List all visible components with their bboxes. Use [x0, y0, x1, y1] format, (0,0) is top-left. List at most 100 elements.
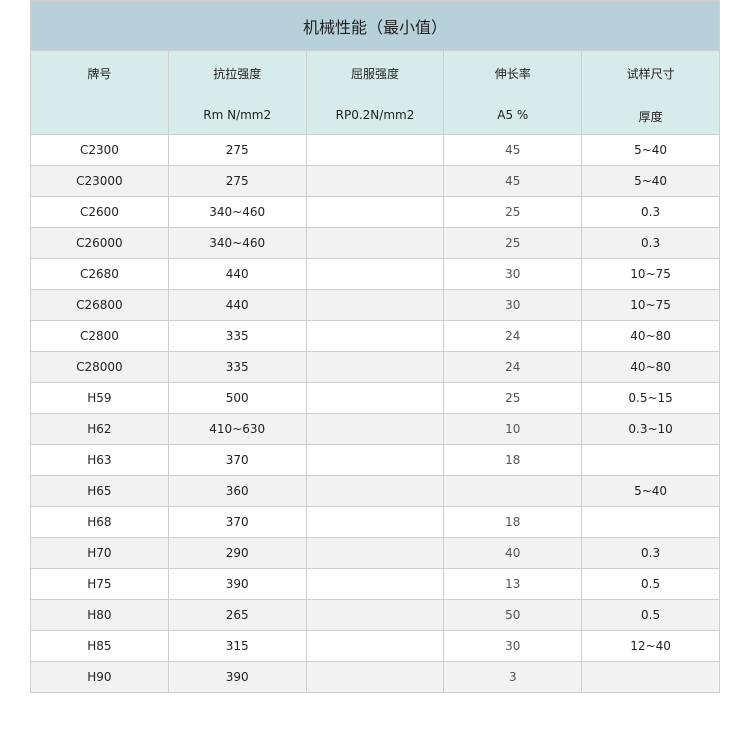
cell-yield-strength — [305, 413, 445, 445]
cell-yield-strength — [305, 475, 445, 507]
cell-tensile-strength: 390 — [167, 568, 307, 600]
table-title: 机械性能（最小值） — [30, 0, 720, 51]
cell-elongation: 50 — [443, 599, 583, 631]
column-header-grade: 牌号 — [30, 50, 169, 135]
cell-tensile-strength: 360 — [167, 475, 307, 507]
cell-grade: C2680 — [30, 258, 169, 290]
table-row: H85 315 30 12~40 — [30, 630, 720, 662]
cell-grade: H68 — [30, 506, 169, 538]
cell-elongation: 10 — [443, 413, 583, 445]
cell-tensile-strength: 370 — [167, 444, 307, 476]
table-row: C26800 440 30 10~75 — [30, 289, 720, 321]
cell-yield-strength — [305, 227, 445, 259]
cell-yield-strength — [305, 506, 445, 538]
cell-elongation: 45 — [443, 134, 583, 166]
cell-tensile-strength: 440 — [167, 258, 307, 290]
cell-yield-strength — [305, 134, 445, 166]
cell-grade: H63 — [30, 444, 169, 476]
cell-yield-strength — [305, 196, 445, 228]
cell-elongation: 25 — [443, 227, 583, 259]
cell-tensile-strength: 390 — [167, 661, 307, 693]
column-header-specimen-size: 试样尺寸 厚度 — [581, 50, 720, 135]
column-header-unit: 厚度 — [638, 110, 663, 124]
cell-specimen-size: 0.3 — [581, 537, 720, 569]
cell-specimen-size — [581, 444, 720, 476]
cell-tensile-strength: 275 — [167, 134, 307, 166]
cell-specimen-size: 0.3~10 — [581, 413, 720, 445]
cell-elongation: 3 — [443, 661, 583, 693]
cell-specimen-size: 5~40 — [581, 475, 720, 507]
cell-yield-strength — [305, 320, 445, 352]
table-row: H90 390 3 — [30, 661, 720, 693]
cell-tensile-strength: 340~460 — [167, 227, 307, 259]
cell-specimen-size: 5~40 — [581, 134, 720, 166]
cell-elongation: 24 — [443, 320, 583, 352]
cell-specimen-size: 0.5~15 — [581, 382, 720, 414]
column-header-label: 牌号 — [87, 67, 112, 81]
table-row: C2800 335 24 40~80 — [30, 320, 720, 352]
table-row: H80 265 50 0.5 — [30, 599, 720, 631]
cell-tensile-strength: 335 — [167, 351, 307, 383]
column-header-tensile-strength: 抗拉强度 Rm N/mm2 — [167, 50, 307, 135]
cell-tensile-strength: 275 — [167, 165, 307, 197]
cell-yield-strength — [305, 661, 445, 693]
cell-elongation: 25 — [443, 196, 583, 228]
table-row: C2600 340~460 25 0.3 — [30, 196, 720, 228]
cell-grade: C2600 — [30, 196, 169, 228]
cell-grade: C26000 — [30, 227, 169, 259]
cell-elongation: 30 — [443, 289, 583, 321]
cell-specimen-size: 5~40 — [581, 165, 720, 197]
cell-yield-strength — [305, 165, 445, 197]
cell-specimen-size — [581, 661, 720, 693]
cell-specimen-size: 0.3 — [581, 227, 720, 259]
column-header-yield-strength: 屈服强度 RP0.2N/mm2 — [305, 50, 445, 135]
column-header-elongation: 伸长率 A5 % — [443, 50, 583, 135]
cell-tensile-strength: 265 — [167, 599, 307, 631]
cell-grade: H65 — [30, 475, 169, 507]
table-row: H70 290 40 0.3 — [30, 537, 720, 569]
cell-yield-strength — [305, 382, 445, 414]
table-row: C26000 340~460 25 0.3 — [30, 227, 720, 259]
cell-grade: H70 — [30, 537, 169, 569]
cell-grade: H85 — [30, 630, 169, 662]
column-header-label: 伸长率 — [494, 67, 531, 81]
table-row: C28000 335 24 40~80 — [30, 351, 720, 383]
cell-specimen-size: 10~75 — [581, 258, 720, 290]
cell-yield-strength — [305, 599, 445, 631]
cell-specimen-size: 0.5 — [581, 568, 720, 600]
column-header-label: 屈服强度 — [350, 67, 399, 81]
mechanical-properties-table: 机械性能（最小值） 牌号 抗拉强度 Rm N/mm2 屈服强度 RP0.2N/mm2 伸长… — [30, 0, 720, 693]
cell-grade: C23000 — [30, 165, 169, 197]
cell-specimen-size: 0.3 — [581, 196, 720, 228]
cell-yield-strength — [305, 444, 445, 476]
cell-yield-strength — [305, 537, 445, 569]
cell-grade: C2800 — [30, 320, 169, 352]
cell-yield-strength — [305, 630, 445, 662]
cell-tensile-strength: 290 — [167, 537, 307, 569]
cell-tensile-strength: 370 — [167, 506, 307, 538]
table-row: H59 500 25 0.5~15 — [30, 382, 720, 414]
cell-grade: C28000 — [30, 351, 169, 383]
cell-specimen-size: 40~80 — [581, 351, 720, 383]
cell-grade: H75 — [30, 568, 169, 600]
table-row: H65 360 5~40 — [30, 475, 720, 507]
table-row: H68 370 18 — [30, 506, 720, 538]
cell-tensile-strength: 315 — [167, 630, 307, 662]
cell-tensile-strength: 500 — [167, 382, 307, 414]
cell-elongation: 45 — [443, 165, 583, 197]
column-header-unit: A5 % — [497, 108, 529, 122]
cell-grade: C2300 — [30, 134, 169, 166]
cell-yield-strength — [305, 258, 445, 290]
cell-specimen-size: 0.5 — [581, 599, 720, 631]
cell-elongation: 40 — [443, 537, 583, 569]
cell-elongation: 18 — [443, 444, 583, 476]
table-row: C2300 275 45 5~40 — [30, 134, 720, 166]
cell-tensile-strength: 340~460 — [167, 196, 307, 228]
cell-grade: H62 — [30, 413, 169, 445]
cell-elongation: 30 — [443, 630, 583, 662]
table-row: H75 390 13 0.5 — [30, 568, 720, 600]
cell-elongation: 24 — [443, 351, 583, 383]
cell-grade: H59 — [30, 382, 169, 414]
column-header-unit: Rm N/mm2 — [203, 108, 272, 122]
column-header-label: 抗拉强度 — [213, 67, 262, 81]
